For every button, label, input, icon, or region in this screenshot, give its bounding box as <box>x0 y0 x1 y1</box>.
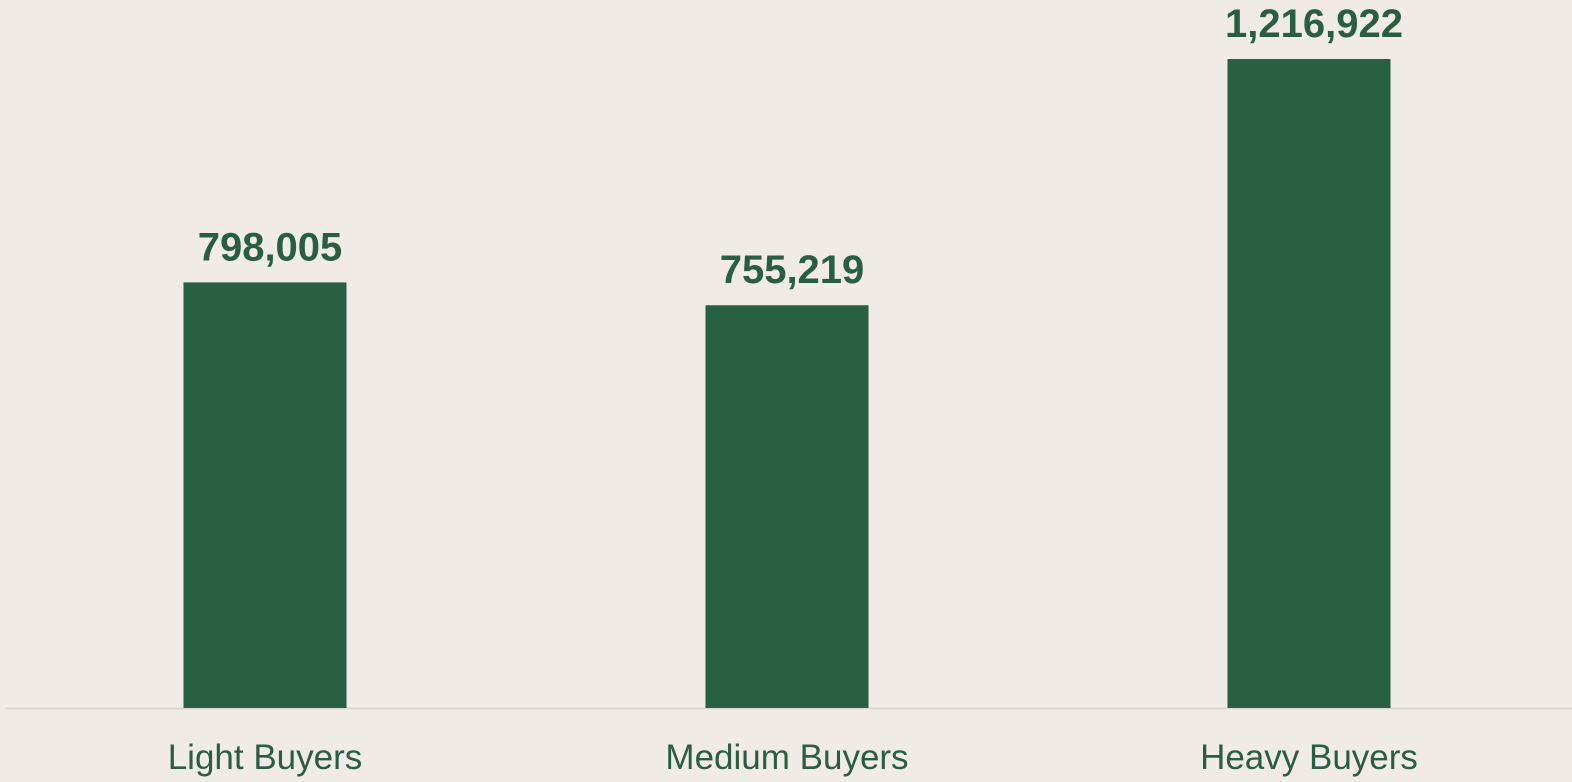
value-label: 798,005 <box>198 225 343 269</box>
bar <box>705 305 869 708</box>
x-tick-label: Medium Buyers <box>665 738 908 777</box>
x-tick-label: Heavy Buyers <box>1200 738 1418 777</box>
x-tick-label: Light Buyers <box>168 738 363 777</box>
bar <box>1227 59 1391 708</box>
bar <box>183 282 347 708</box>
value-label: 755,219 <box>720 248 865 292</box>
value-label: 1,216,922 <box>1225 2 1403 46</box>
